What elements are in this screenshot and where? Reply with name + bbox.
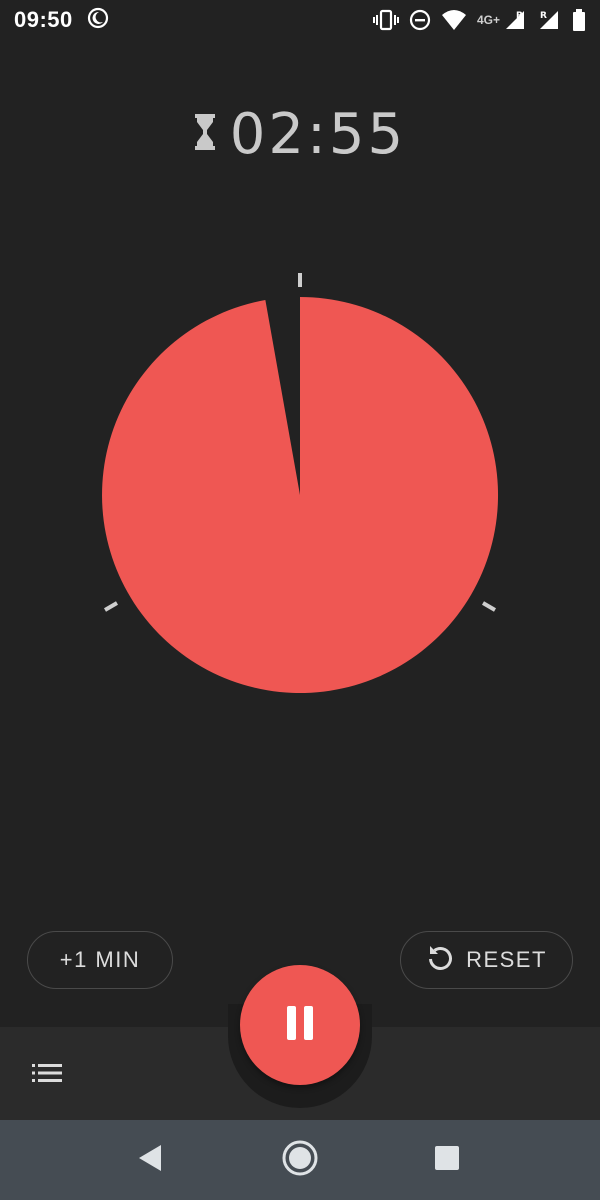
navigation-bar — [0, 1120, 600, 1200]
add-one-minute-label: +1 MIN — [59, 947, 141, 972]
timer-remaining: 02:55 — [229, 102, 407, 167]
dnd-minus-icon — [409, 9, 431, 31]
signal-roaming-icon: R — [538, 9, 562, 31]
vibrate-icon — [372, 9, 399, 31]
remaining-time-sector — [102, 297, 499, 693]
pause-button[interactable] — [240, 965, 360, 1085]
network-type-label: 4G+ — [476, 13, 500, 27]
add-one-minute-button[interactable]: +1 MIN — [27, 931, 173, 989]
timer-dial — [102, 273, 499, 693]
dial-tick-right — [481, 601, 497, 612]
home-circle-icon — [280, 1138, 320, 1183]
signal-icon: R — [504, 9, 528, 31]
timer-readout: 02:55 — [0, 102, 600, 167]
reset-button[interactable]: RESET — [400, 931, 573, 989]
recents-button[interactable] — [422, 1120, 472, 1200]
svg-text:R: R — [540, 11, 547, 21]
svg-text:R: R — [516, 11, 523, 21]
status-time: 09:50 — [14, 7, 73, 32]
hourglass-icon — [194, 114, 216, 155]
status-bar: 09:50 4G+ — [0, 0, 600, 40]
dial-tick-top — [298, 273, 302, 287]
dial-tick-left — [103, 601, 119, 612]
back-button[interactable] — [125, 1120, 175, 1200]
back-triangle-icon — [137, 1144, 163, 1177]
do-not-disturb-moon-icon — [87, 7, 109, 34]
reset-icon — [426, 943, 454, 977]
list-icon[interactable] — [32, 1062, 62, 1089]
reset-label: RESET — [466, 947, 547, 972]
pause-icon — [286, 1005, 314, 1045]
wifi-icon — [441, 9, 467, 31]
battery-icon — [572, 9, 586, 31]
recents-square-icon — [434, 1145, 460, 1176]
home-button[interactable] — [275, 1120, 325, 1200]
